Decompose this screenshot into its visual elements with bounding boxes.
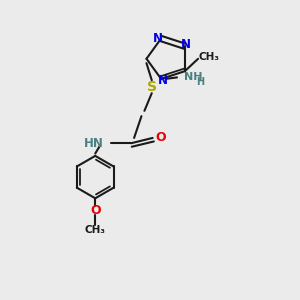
Text: N: N: [181, 38, 191, 51]
Text: N: N: [158, 74, 168, 87]
Text: H: H: [196, 77, 205, 87]
Text: CH₃: CH₃: [85, 225, 106, 235]
Text: N: N: [153, 32, 163, 45]
Text: NH: NH: [184, 72, 202, 82]
Text: HN: HN: [84, 137, 104, 150]
Text: O: O: [90, 204, 101, 217]
Text: CH₃: CH₃: [199, 52, 220, 62]
Text: O: O: [155, 131, 166, 144]
Text: S: S: [147, 80, 157, 94]
